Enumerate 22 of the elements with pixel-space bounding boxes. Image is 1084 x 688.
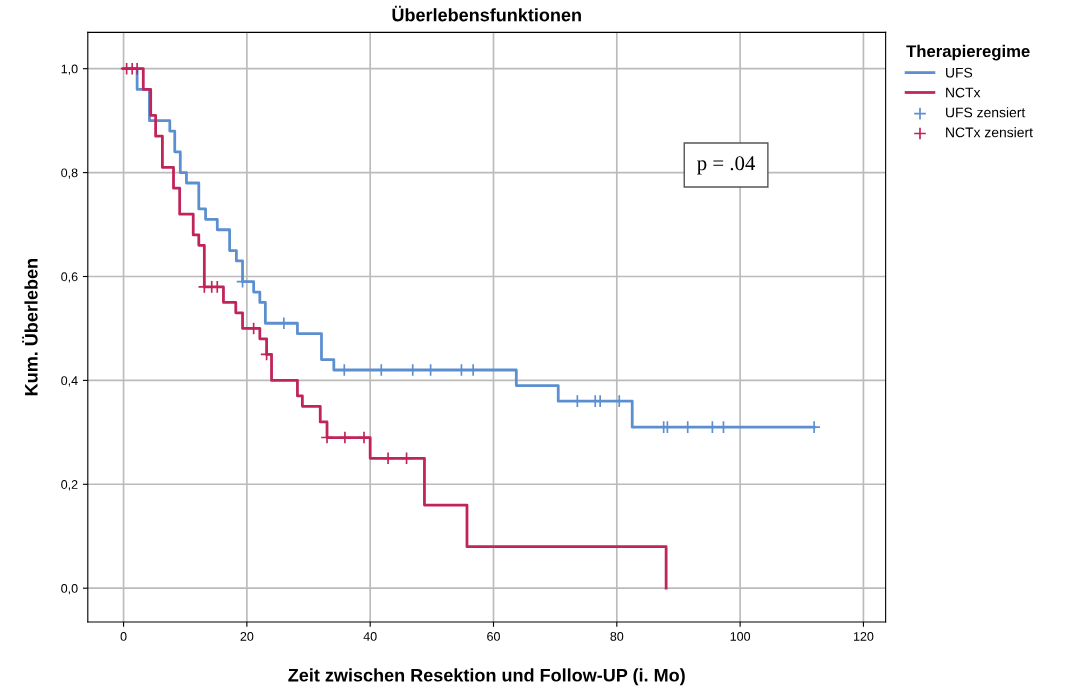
legend-label: UFS zensiert [946,107,1026,118]
x-tick-label: 80 [610,632,624,641]
y-tick-label: 0,6 [61,272,78,283]
legend-label: NCTx [946,87,981,98]
legend-title: Therapieregime [906,44,1030,61]
y-tick-label: 0,2 [61,480,78,491]
x-tick-label: 20 [240,632,254,641]
y-axis-title: Kum. Überleben [22,259,38,396]
x-tick-label: 60 [487,632,500,641]
y-tick-label: 0,4 [61,376,78,387]
annotation: p = .04 [697,156,756,175]
x-tick-label: 40 [363,632,377,641]
y-tick-label: 0,0 [61,583,78,595]
x-tick-label: 120 [853,632,874,641]
legend-label: UFS [946,67,973,78]
chart-title: Überlebensfunktionen [392,5,581,22]
y-tick-label: 1,0 [61,64,78,75]
y-tick-label: 0,8 [61,168,78,179]
x-axis-title: Zeit zwischen Resektion und Follow-UP (i. Mo) [288,668,685,686]
legend-label: NCTx zensiert [946,127,1033,138]
x-tick-label: 100 [730,632,751,641]
x-tick-label: 0 [120,632,127,641]
